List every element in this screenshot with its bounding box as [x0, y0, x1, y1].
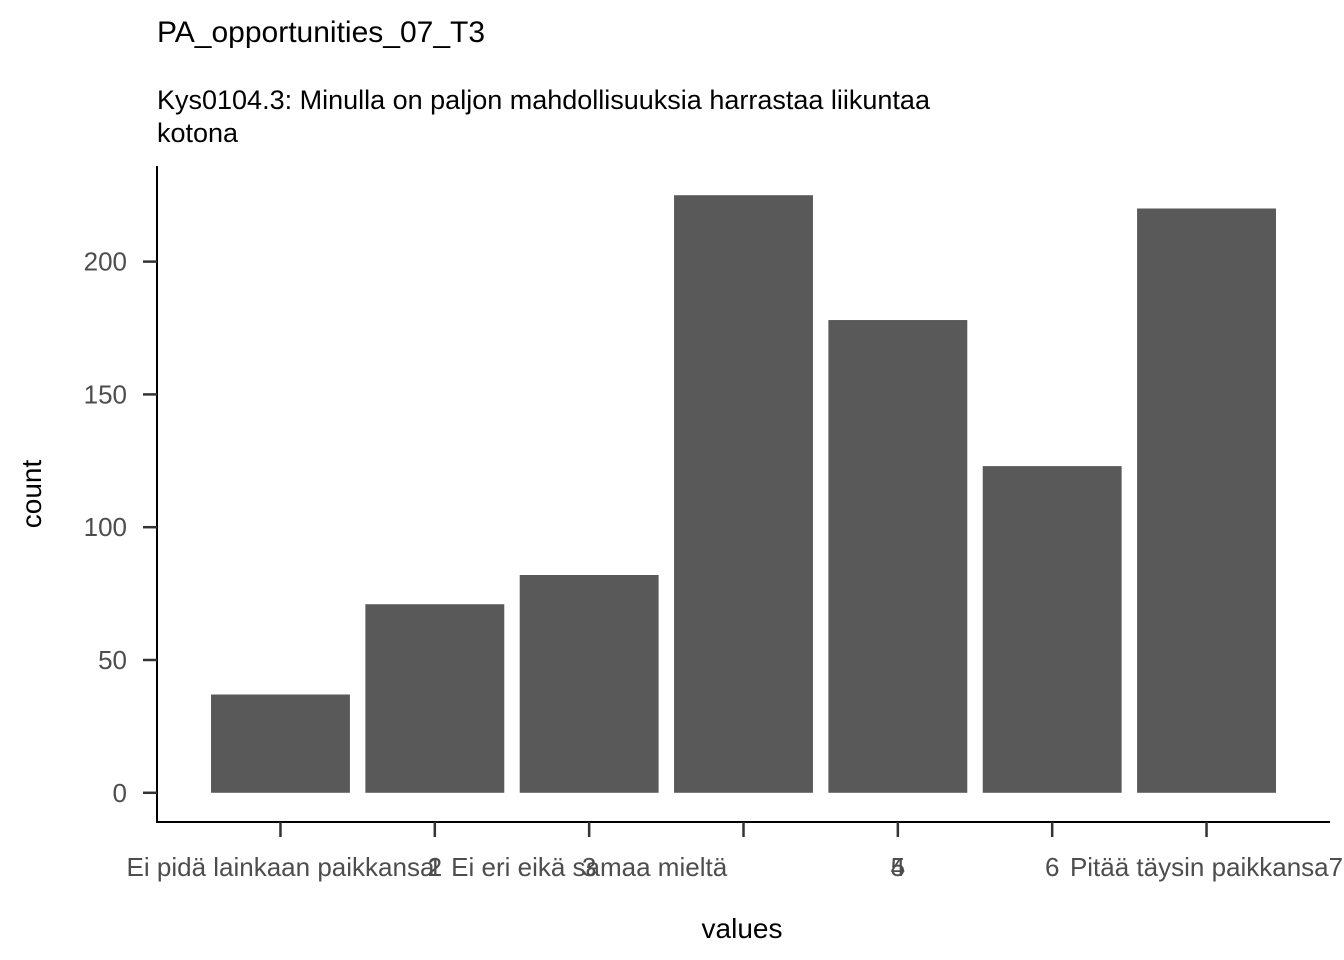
bar-5 [828, 320, 968, 793]
y-axis-title: count [16, 460, 47, 529]
chart-title: PA_opportunities_07_T3 [157, 16, 485, 49]
x-tick-label: 5 [891, 852, 905, 882]
x-tick-label: 1 [428, 852, 442, 882]
chart-subtitle-line-1: Kys0104.3: Minulla on paljon mahdollisuu… [157, 85, 931, 115]
x-tick-label: 6 [1045, 852, 1059, 882]
y-tick-label: 50 [98, 645, 127, 675]
bar-7 [1137, 208, 1276, 793]
chart-subtitle-line-2: kotona [157, 118, 239, 148]
x-tick-label: 3 [582, 852, 596, 882]
x-tick-label: Ei eri eikä samaa mieltä [451, 852, 728, 882]
x-axis-title: values [702, 913, 783, 944]
y-tick-label: 200 [84, 247, 127, 277]
y-tick-label: 100 [84, 512, 127, 542]
x-tick-label: Ei pidä lainkaan paikkansa [127, 852, 435, 882]
x-tick-label: 2 [428, 852, 442, 882]
y-tick-label: 150 [84, 379, 127, 409]
bar-2 [365, 604, 505, 793]
y-ticks-group: 0 50 100 150 200 [84, 247, 157, 808]
x-tick-label: 4 [891, 852, 905, 882]
y-tick-label: 0 [113, 778, 127, 808]
bar-4 [674, 195, 813, 793]
bar-3 [519, 575, 659, 793]
x-tick-label: Pitää täysin paikkansa7 [1070, 852, 1343, 882]
bars-group [211, 195, 1276, 793]
bar-6 [982, 466, 1122, 793]
bar-1 [211, 694, 350, 793]
